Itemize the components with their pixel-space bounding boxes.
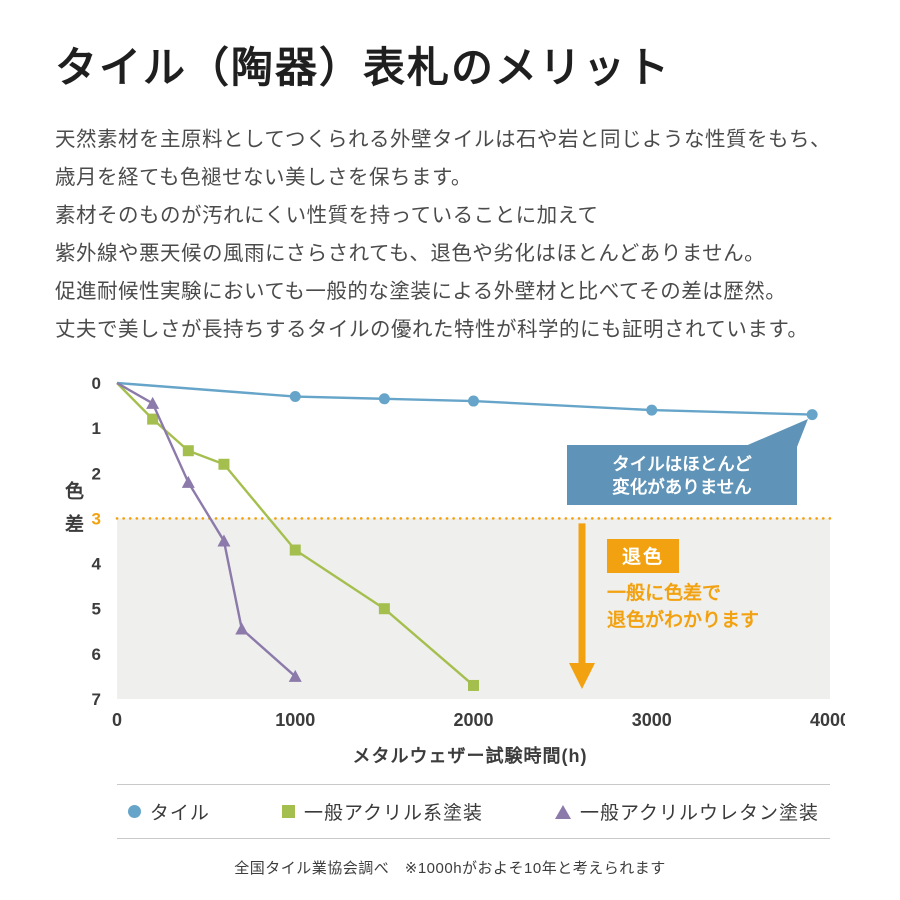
intro-line-4: 紫外線や悪天候の風雨にさらされても、退色や劣化はほとんどありません。	[55, 242, 766, 265]
triangle-marker-icon	[217, 534, 231, 547]
triangle-marker-icon	[181, 475, 195, 488]
circle-marker-icon	[378, 393, 390, 405]
series-line-triangle	[116, 381, 297, 678]
y-tick-label: 2	[92, 464, 101, 483]
triangle-marker-icon	[555, 804, 571, 819]
fade-note-text: 一般に色差で	[607, 581, 721, 604]
series-line-circle	[116, 381, 813, 416]
intro-line-1: 天然素材を主原料としてつくられる外壁タイルは石や岩と同じような性質をもち、	[55, 128, 831, 151]
square-marker-icon	[147, 413, 159, 425]
y-tick-label: 0	[92, 374, 101, 393]
fade-badge	[607, 539, 679, 573]
chart-container: 色差 0123456701000200030004000タイルはほとんど変化があ…	[55, 369, 850, 740]
circle-marker-icon	[646, 404, 658, 416]
x-axis-label: メタルウェザー試験時間(h)	[352, 746, 588, 766]
y-tick-label: 1	[92, 419, 101, 438]
square-marker-icon	[218, 458, 230, 470]
square-marker-icon	[182, 445, 194, 457]
y-axis-label: 色差	[62, 481, 83, 547]
x-tick-label: 2000	[453, 710, 493, 730]
legend-item: タイル	[127, 798, 210, 825]
y-tick-label: 4	[92, 555, 102, 574]
x-tick-label: 0	[112, 710, 122, 730]
y-tick-label: 5	[92, 600, 101, 619]
tile-callout-text: タイルはほとんど	[612, 454, 752, 474]
legend-label: タイル	[149, 803, 210, 824]
x-tick-label: 1000	[275, 710, 315, 730]
square-marker-icon	[468, 679, 479, 691]
y-tick-label: 6	[92, 645, 101, 664]
fade-note-text: 退色がわかります	[607, 608, 759, 631]
intro-line-5: 促進耐候性実験においても一般的な塗装による外壁材と比べてその差は歴然。	[55, 280, 787, 303]
triangle-marker-icon	[235, 622, 249, 635]
intro-line-2: 歳月を経ても色褪せない美しさを保ちます。	[55, 166, 472, 189]
triangle-marker-icon	[146, 396, 160, 409]
intro-paragraph: 天然素材を主原料としてつくられる外壁タイルは石や岩と同じような性質をもち、 歳月…	[55, 121, 845, 349]
fade-arrow-head	[569, 663, 595, 689]
tile-callout-box	[567, 445, 797, 505]
circle-marker-icon	[806, 409, 818, 421]
square-marker-icon	[289, 544, 301, 556]
square-marker-icon	[378, 603, 390, 615]
circle-marker-icon	[289, 391, 301, 403]
legend-item: 一般アクリルウレタン塗装	[555, 798, 819, 825]
legend-label: 一般アクリルウレタン塗装	[580, 803, 820, 824]
callout-pointer	[743, 419, 808, 447]
circle-marker-icon	[468, 395, 479, 407]
circle-marker-icon	[127, 805, 141, 818]
chart-legend: タイル 一般アクリル系塗装 一般アクリルウレタン塗装	[117, 784, 830, 839]
intro-line-6: 丈夫で美しさが長持ちするタイルの優れた特性が科学的にも証明されています。	[55, 318, 809, 341]
source-note: 全国タイル業協会調べ ※1000hがおよそ10年と考えられます	[234, 860, 666, 877]
legend-label: 一般アクリル系塗装	[303, 803, 483, 824]
fade-test-line-chart: 0123456701000200030004000タイルはほとんど変化がありませ…	[92, 374, 850, 730]
page-title: タイル（陶器）表札のメリット	[55, 46, 672, 92]
x-tick-label: 4000	[810, 710, 845, 730]
fade-zone-region	[117, 518, 830, 699]
legend-item: 一般アクリル系塗装	[281, 798, 483, 825]
tile-callout-text: 変化がありません	[612, 477, 751, 497]
y-tick-label: 7	[92, 690, 101, 709]
x-tick-label: 3000	[632, 710, 672, 730]
y-tick-label: 3	[92, 509, 101, 528]
intro-line-3: 素材そのものが汚れにくい性質を持っていることに加えて	[55, 204, 599, 227]
fade-badge-label: 退色	[622, 545, 664, 568]
square-marker-icon	[281, 805, 295, 818]
triangle-marker-icon	[288, 669, 302, 682]
